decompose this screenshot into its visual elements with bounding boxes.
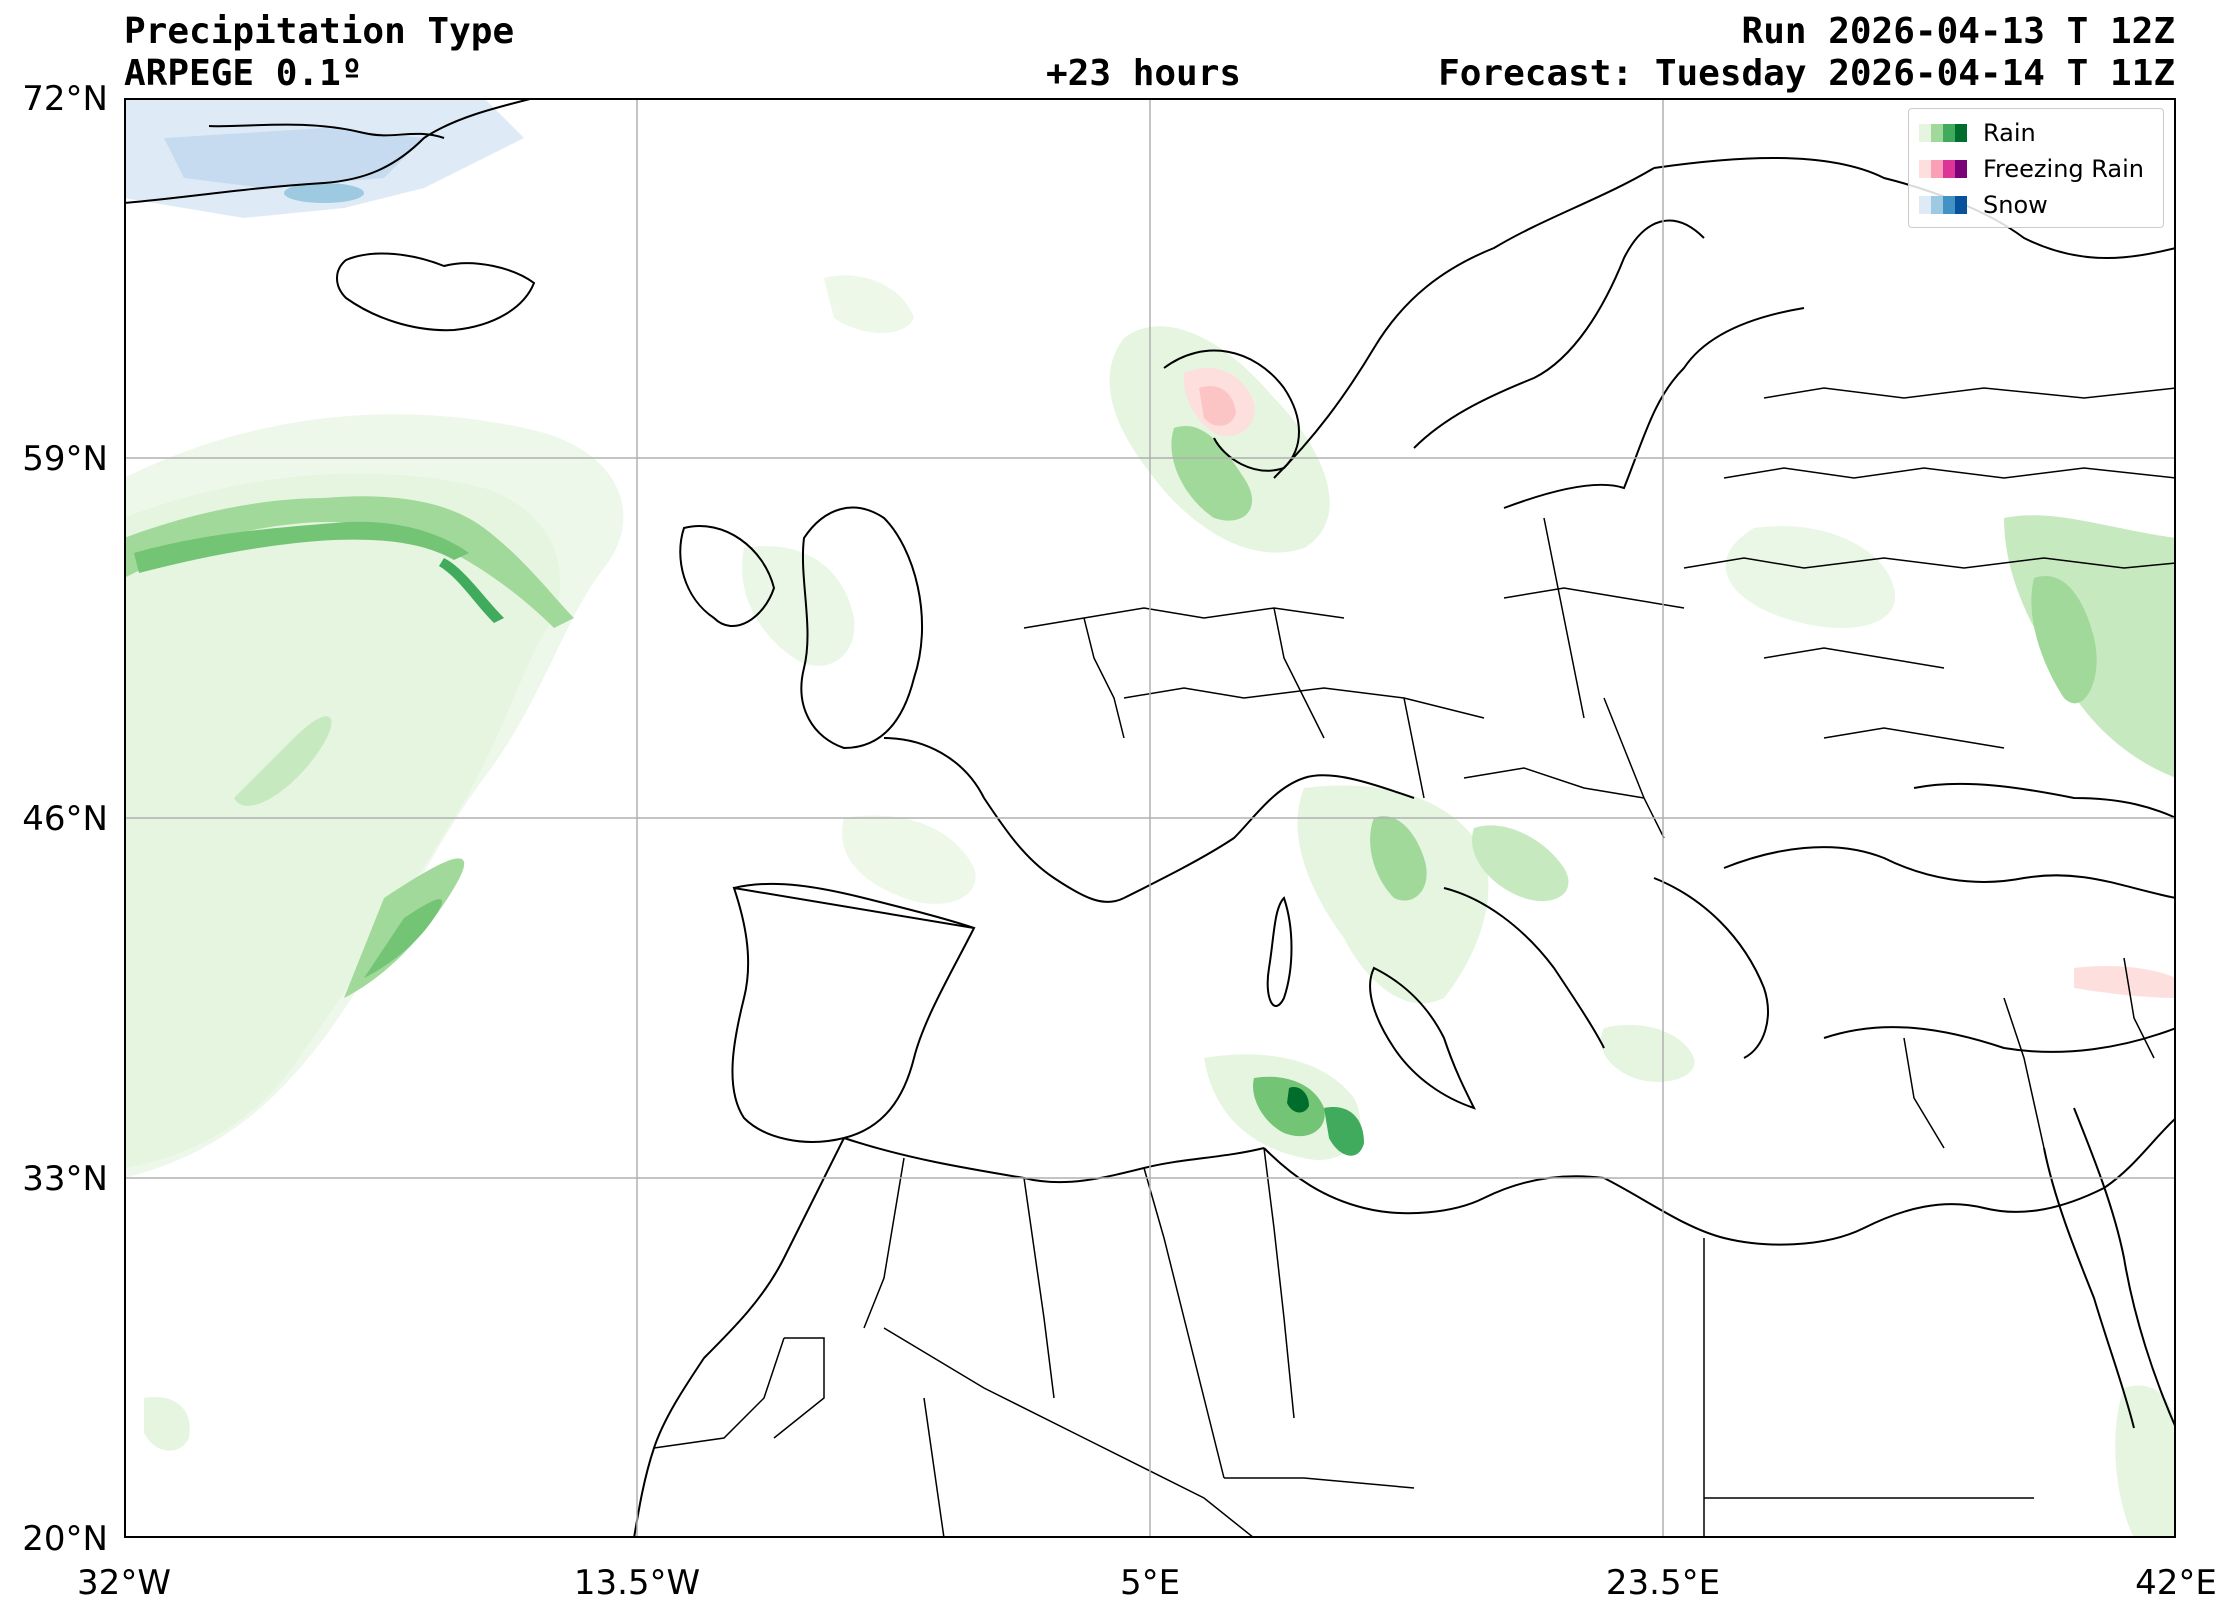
lat-label-72n: 72°N: [22, 79, 108, 119]
legend-item-freezing-rain: Freezing Rain: [1919, 155, 2145, 183]
lead-time: +23 hours: [1046, 53, 1242, 94]
legend-color-step-1: [1931, 124, 1943, 142]
legend-color-step-2: [1943, 124, 1955, 142]
forecast-time: Forecast: Tuesday 2026-04-14 T 11Z: [1438, 53, 2175, 94]
country-borders: [653, 387, 2176, 1538]
map-frame: [124, 98, 2176, 1538]
legend-label-rain: Rain: [1983, 119, 2036, 147]
legend: Rain Freezing Rain Snow: [1908, 108, 2164, 228]
legend-label-snow: Snow: [1983, 191, 2048, 219]
freezing-rain-swatch: [1919, 160, 1967, 178]
legend-color-step-3: [1955, 196, 1967, 214]
snow-swatch: [1919, 196, 1967, 214]
lon-label-23-5e: 23.5°E: [1605, 1563, 1721, 1603]
lon-label-13-5w: 13.5°W: [573, 1563, 701, 1603]
legend-color-step-2: [1943, 196, 1955, 214]
legend-color-step-1: [1931, 160, 1943, 178]
lat-label-20n: 20°N: [22, 1519, 108, 1559]
snow-field: [124, 98, 524, 218]
legend-color-step-1: [1931, 196, 1943, 214]
lon-label-42e: 42°E: [2135, 1563, 2217, 1603]
lat-label-59n: 59°N: [22, 439, 108, 479]
run-time: Run 2026-04-13 T 12Z: [1741, 11, 2175, 52]
lat-label-33n: 33°N: [22, 1159, 108, 1199]
rain-field: [124, 275, 2176, 1538]
legend-color-step-0: [1919, 196, 1931, 214]
legend-item-rain: Rain: [1919, 119, 2036, 147]
legend-color-step-0: [1919, 124, 1931, 142]
legend-color-step-3: [1955, 160, 1967, 178]
precipitation-map: [124, 98, 2176, 1538]
legend-color-step-0: [1919, 160, 1931, 178]
gridlines: [124, 98, 2176, 1538]
legend-color-step-3: [1955, 124, 1967, 142]
lon-label-5e: 5°E: [1119, 1563, 1181, 1603]
legend-color-step-2: [1943, 160, 1955, 178]
legend-label-freezing-rain: Freezing Rain: [1983, 155, 2145, 183]
lon-label-32w: 32°W: [77, 1563, 171, 1603]
coastlines: [124, 98, 2176, 1538]
lat-label-46n: 46°N: [22, 799, 108, 839]
rain-swatch: [1919, 124, 1967, 142]
map-title: Precipitation Type: [124, 11, 515, 52]
model-name: ARPEGE 0.1º: [124, 53, 363, 94]
legend-item-snow: Snow: [1919, 191, 2048, 219]
